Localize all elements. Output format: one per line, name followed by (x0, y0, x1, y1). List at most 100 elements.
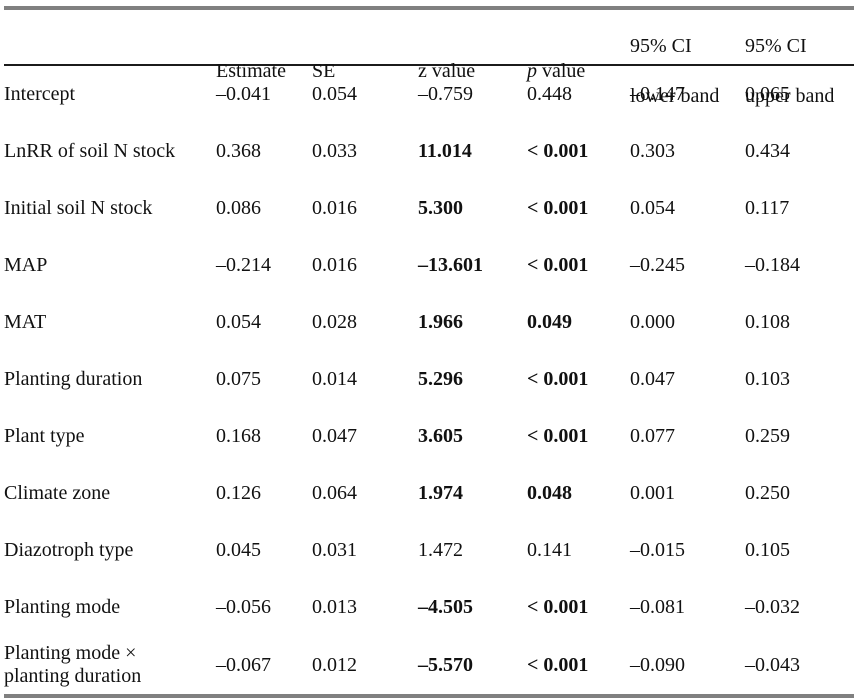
header-ci-lower: 95% CI lower band (630, 10, 745, 133)
ci-lower-value: 0.047 (630, 368, 675, 390)
z-value: 5.300 (418, 197, 463, 219)
ci-upper-value: 0.259 (745, 425, 790, 447)
header-se: SE (312, 60, 336, 82)
estimate-value: 0.054 (216, 311, 261, 333)
table-bottom-rule (4, 694, 854, 698)
estimate-value: –0.041 (216, 83, 271, 105)
z-value: –4.505 (418, 596, 473, 618)
ci-upper-value: 0.250 (745, 482, 790, 504)
ci-lower-value: 0.077 (630, 425, 675, 447)
ci-lower-value: 0.000 (630, 311, 675, 333)
z-value: 1.974 (418, 482, 463, 504)
z-value: 5.296 (418, 368, 463, 390)
se-value: 0.014 (312, 368, 357, 390)
ci-lower-value: –0.245 (630, 254, 685, 276)
ci-lower-value: –0.081 (630, 596, 685, 618)
se-value: 0.064 (312, 482, 357, 504)
p-value: < 0.001 (527, 425, 589, 447)
ci-upper-line1: 95% CI (745, 35, 807, 57)
z-value: 3.605 (418, 425, 463, 447)
row-label: Planting mode × planting duration (4, 642, 142, 687)
z-value: 11.014 (418, 140, 472, 162)
p-value: 0.048 (527, 482, 572, 504)
table-header-rule (4, 64, 854, 66)
p-value: 0.141 (527, 539, 572, 561)
table-row: Diazotroph type 0.045 0.031 1.472 0.141 … (0, 522, 858, 579)
ci-lower-value: 0.054 (630, 197, 675, 219)
row-label: MAT (4, 311, 47, 333)
se-value: 0.028 (312, 311, 357, 333)
table-row: Initial soil N stock 0.086 0.016 5.300 <… (0, 180, 858, 237)
se-value: 0.013 (312, 596, 357, 618)
estimate-value: –0.056 (216, 596, 271, 618)
p-value: < 0.001 (527, 653, 589, 676)
ci-upper-value: 0.117 (745, 197, 790, 219)
estimate-value: –0.067 (216, 653, 271, 676)
p-value: 0.049 (527, 311, 572, 333)
estimate-value: –0.214 (216, 254, 271, 276)
p-value: < 0.001 (527, 140, 589, 162)
row-label: MAP (4, 254, 48, 276)
ci-lower-line2: lower band (630, 85, 720, 107)
table-row: Planting mode –0.056 0.013 –4.505 < 0.00… (0, 579, 858, 636)
ci-lower-value: –0.147 (630, 83, 685, 105)
ci-upper-value: 0.103 (745, 368, 790, 390)
z-value: 1.472 (418, 539, 463, 561)
ci-upper-value: –0.043 (745, 653, 800, 676)
row-label: Planting duration (4, 368, 143, 390)
row-label: Intercept (4, 83, 76, 105)
se-value: 0.016 (312, 197, 357, 219)
ci-lower-value: 0.303 (630, 140, 675, 162)
ci-lower-line1: 95% CI (630, 35, 692, 57)
row-label: Climate zone (4, 482, 111, 504)
ci-upper-value: –0.032 (745, 596, 800, 618)
se-value: 0.031 (312, 539, 357, 561)
table-row: MAT 0.054 0.028 1.966 0.049 0.000 0.108 (0, 294, 858, 351)
se-value: 0.016 (312, 254, 357, 276)
header-ci-upper: 95% CI upper band (745, 10, 858, 133)
z-value: 1.966 (418, 311, 463, 333)
table-row: Planting mode × planting duration –0.067… (0, 636, 858, 694)
estimate-value: 0.368 (216, 140, 261, 162)
estimate-value: 0.126 (216, 482, 261, 504)
z-value: –0.759 (418, 83, 473, 105)
se-value: 0.054 (312, 83, 357, 105)
table-row: LnRR of soil N stock 0.368 0.033 11.014 … (0, 123, 858, 180)
ci-upper-value: 0.434 (745, 140, 790, 162)
table-header-row: Estimate SE z value p value 95% CI lower… (0, 10, 858, 107)
table-row: Planting duration 0.075 0.014 5.296 < 0.… (0, 351, 858, 408)
row-label: LnRR of soil N stock (4, 140, 176, 162)
estimate-value: 0.045 (216, 539, 261, 561)
ci-upper-line2: upper band (745, 85, 835, 107)
ci-lower-value: 0.001 (630, 482, 675, 504)
se-value: 0.033 (312, 140, 357, 162)
table-row: MAP –0.214 0.016 –13.601 < 0.001 –0.245 … (0, 237, 858, 294)
table-top-rule (4, 6, 854, 10)
ci-upper-value: –0.184 (745, 254, 800, 276)
estimate-value: 0.086 (216, 197, 261, 219)
table-row: Climate zone 0.126 0.064 1.974 0.048 0.0… (0, 465, 858, 522)
estimate-value: 0.075 (216, 368, 261, 390)
row-label: Plant type (4, 425, 85, 447)
p-symbol: p (527, 60, 537, 82)
ci-lower-value: –0.015 (630, 539, 685, 561)
p-value: < 0.001 (527, 254, 589, 276)
row-label: Diazotroph type (4, 539, 134, 561)
p-value: < 0.001 (527, 368, 589, 390)
p-value: 0.448 (527, 83, 572, 105)
z-value: –13.601 (418, 254, 483, 276)
z-value: –5.570 (418, 653, 473, 676)
p-value: < 0.001 (527, 596, 589, 618)
ci-upper-value: 0.065 (745, 83, 790, 105)
ci-upper-value: 0.105 (745, 539, 790, 561)
row-label: Initial soil N stock (4, 197, 153, 219)
table-row: Intercept –0.041 0.054 –0.759 0.448 –0.1… (0, 66, 858, 123)
p-value: < 0.001 (527, 197, 589, 219)
se-value: 0.012 (312, 653, 357, 676)
p-value-rest: value (537, 60, 586, 82)
ci-upper-value: 0.108 (745, 311, 790, 333)
ci-lower-value: –0.090 (630, 653, 685, 676)
header-z-value: z value (418, 60, 476, 82)
header-estimate: Estimate (216, 60, 286, 82)
